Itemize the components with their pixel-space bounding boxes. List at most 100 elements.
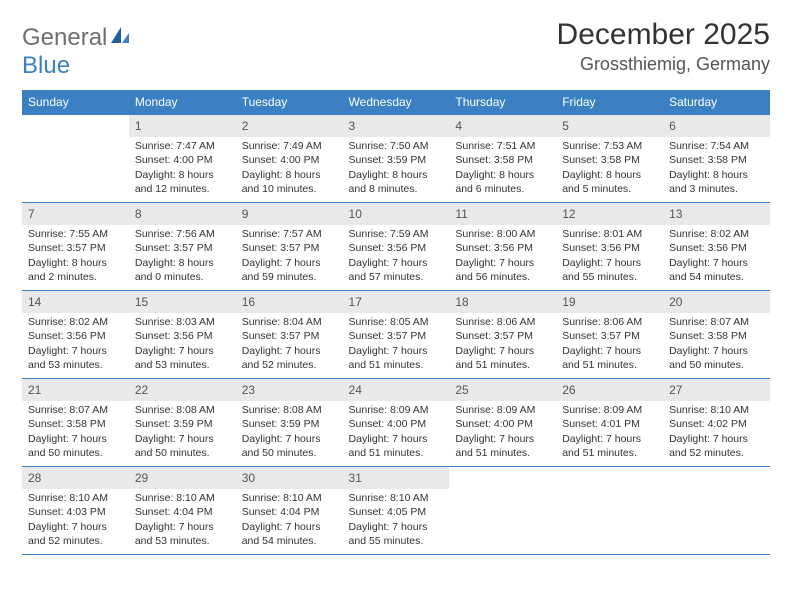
sunset-text: Sunset: 3:56 PM — [28, 329, 123, 343]
day-cell: 5Sunrise: 7:53 AMSunset: 3:58 PMDaylight… — [556, 115, 663, 203]
day-content: Sunrise: 7:57 AMSunset: 3:57 PMDaylight:… — [236, 225, 343, 288]
sunrise-text: Sunrise: 7:54 AM — [669, 139, 764, 153]
sunrise-text: Sunrise: 8:08 AM — [135, 403, 230, 417]
sunrise-text: Sunrise: 8:05 AM — [349, 315, 444, 329]
daylight-text: Daylight: 7 hours and 55 minutes. — [562, 256, 657, 284]
sunset-text: Sunset: 3:56 PM — [455, 241, 550, 255]
sunset-text: Sunset: 3:57 PM — [28, 241, 123, 255]
day-cell: 24Sunrise: 8:09 AMSunset: 4:00 PMDayligh… — [343, 379, 450, 467]
day-cell: 31Sunrise: 8:10 AMSunset: 4:05 PMDayligh… — [343, 467, 450, 555]
sunrise-text: Sunrise: 8:10 AM — [135, 491, 230, 505]
logo-text: GeneralBlue — [22, 24, 131, 80]
sunset-text: Sunset: 3:56 PM — [135, 329, 230, 343]
sunset-text: Sunset: 4:04 PM — [242, 505, 337, 519]
sunset-text: Sunset: 3:59 PM — [135, 417, 230, 431]
day-number: 1 — [129, 115, 236, 137]
sunset-text: Sunset: 3:56 PM — [562, 241, 657, 255]
sunset-text: Sunset: 3:57 PM — [242, 241, 337, 255]
weekday-row: SundayMondayTuesdayWednesdayThursdayFrid… — [22, 90, 770, 115]
day-number: 25 — [449, 379, 556, 401]
sunrise-text: Sunrise: 8:06 AM — [562, 315, 657, 329]
daylight-text: Daylight: 7 hours and 50 minutes. — [135, 432, 230, 460]
day-content: Sunrise: 8:08 AMSunset: 3:59 PMDaylight:… — [129, 401, 236, 464]
day-number: 30 — [236, 467, 343, 489]
daylight-text: Daylight: 7 hours and 51 minutes. — [562, 344, 657, 372]
sunrise-text: Sunrise: 8:09 AM — [349, 403, 444, 417]
sunset-text: Sunset: 4:00 PM — [455, 417, 550, 431]
day-content: Sunrise: 8:07 AMSunset: 3:58 PMDaylight:… — [663, 313, 770, 376]
daylight-text: Daylight: 7 hours and 54 minutes. — [242, 520, 337, 548]
day-content: Sunrise: 8:10 AMSunset: 4:04 PMDaylight:… — [129, 489, 236, 552]
sunrise-text: Sunrise: 8:01 AM — [562, 227, 657, 241]
day-content: Sunrise: 7:49 AMSunset: 4:00 PMDaylight:… — [236, 137, 343, 200]
daylight-text: Daylight: 7 hours and 51 minutes. — [349, 344, 444, 372]
calendar-body: 1Sunrise: 7:47 AMSunset: 4:00 PMDaylight… — [22, 115, 770, 555]
day-cell: 2Sunrise: 7:49 AMSunset: 4:00 PMDaylight… — [236, 115, 343, 203]
day-cell: 29Sunrise: 8:10 AMSunset: 4:04 PMDayligh… — [129, 467, 236, 555]
day-cell — [663, 467, 770, 555]
header: GeneralBlue December 2025 Grossthiemig, … — [22, 18, 770, 80]
daylight-text: Daylight: 7 hours and 54 minutes. — [669, 256, 764, 284]
sunset-text: Sunset: 3:57 PM — [455, 329, 550, 343]
sunset-text: Sunset: 3:58 PM — [28, 417, 123, 431]
sail-icon — [109, 24, 131, 52]
day-content: Sunrise: 8:10 AMSunset: 4:03 PMDaylight:… — [22, 489, 129, 552]
logo-text-gray: General — [22, 24, 107, 51]
location: Grossthiemig, Germany — [557, 54, 770, 75]
daylight-text: Daylight: 8 hours and 0 minutes. — [135, 256, 230, 284]
daylight-text: Daylight: 7 hours and 51 minutes. — [455, 432, 550, 460]
day-number: 9 — [236, 203, 343, 225]
day-number: 11 — [449, 203, 556, 225]
sunrise-text: Sunrise: 8:10 AM — [28, 491, 123, 505]
day-content: Sunrise: 7:59 AMSunset: 3:56 PMDaylight:… — [343, 225, 450, 288]
day-cell: 30Sunrise: 8:10 AMSunset: 4:04 PMDayligh… — [236, 467, 343, 555]
day-cell: 16Sunrise: 8:04 AMSunset: 3:57 PMDayligh… — [236, 291, 343, 379]
day-number: 6 — [663, 115, 770, 137]
week-row: 28Sunrise: 8:10 AMSunset: 4:03 PMDayligh… — [22, 467, 770, 555]
sunrise-text: Sunrise: 7:53 AM — [562, 139, 657, 153]
day-content: Sunrise: 8:06 AMSunset: 3:57 PMDaylight:… — [556, 313, 663, 376]
day-cell: 3Sunrise: 7:50 AMSunset: 3:59 PMDaylight… — [343, 115, 450, 203]
weekday-header: Sunday — [22, 90, 129, 115]
day-number: 26 — [556, 379, 663, 401]
month-title: December 2025 — [557, 18, 770, 52]
daylight-text: Daylight: 7 hours and 50 minutes. — [28, 432, 123, 460]
sunset-text: Sunset: 3:57 PM — [349, 329, 444, 343]
day-cell: 23Sunrise: 8:08 AMSunset: 3:59 PMDayligh… — [236, 379, 343, 467]
day-cell — [449, 467, 556, 555]
day-cell: 6Sunrise: 7:54 AMSunset: 3:58 PMDaylight… — [663, 115, 770, 203]
sunrise-text: Sunrise: 8:10 AM — [242, 491, 337, 505]
daylight-text: Daylight: 7 hours and 50 minutes. — [242, 432, 337, 460]
day-cell: 28Sunrise: 8:10 AMSunset: 4:03 PMDayligh… — [22, 467, 129, 555]
sunrise-text: Sunrise: 7:55 AM — [28, 227, 123, 241]
day-content: Sunrise: 7:51 AMSunset: 3:58 PMDaylight:… — [449, 137, 556, 200]
sunset-text: Sunset: 3:58 PM — [455, 153, 550, 167]
sunrise-text: Sunrise: 8:03 AM — [135, 315, 230, 329]
day-content — [22, 137, 129, 143]
day-cell: 17Sunrise: 8:05 AMSunset: 3:57 PMDayligh… — [343, 291, 450, 379]
day-cell: 26Sunrise: 8:09 AMSunset: 4:01 PMDayligh… — [556, 379, 663, 467]
day-content — [449, 489, 556, 495]
calendar-head: SundayMondayTuesdayWednesdayThursdayFrid… — [22, 90, 770, 115]
day-number: 22 — [129, 379, 236, 401]
day-content: Sunrise: 8:00 AMSunset: 3:56 PMDaylight:… — [449, 225, 556, 288]
sunrise-text: Sunrise: 7:50 AM — [349, 139, 444, 153]
daylight-text: Daylight: 7 hours and 57 minutes. — [349, 256, 444, 284]
weekday-header: Tuesday — [236, 90, 343, 115]
weekday-header: Saturday — [663, 90, 770, 115]
day-content: Sunrise: 8:10 AMSunset: 4:04 PMDaylight:… — [236, 489, 343, 552]
logo-text-blue: Blue — [22, 52, 70, 79]
day-content: Sunrise: 8:08 AMSunset: 3:59 PMDaylight:… — [236, 401, 343, 464]
day-number: 2 — [236, 115, 343, 137]
daylight-text: Daylight: 7 hours and 52 minutes. — [669, 432, 764, 460]
day-cell: 18Sunrise: 8:06 AMSunset: 3:57 PMDayligh… — [449, 291, 556, 379]
daylight-text: Daylight: 8 hours and 12 minutes. — [135, 168, 230, 196]
week-row: 21Sunrise: 8:07 AMSunset: 3:58 PMDayligh… — [22, 379, 770, 467]
day-number: 29 — [129, 467, 236, 489]
daylight-text: Daylight: 7 hours and 53 minutes. — [135, 520, 230, 548]
sunset-text: Sunset: 3:57 PM — [562, 329, 657, 343]
day-cell: 21Sunrise: 8:07 AMSunset: 3:58 PMDayligh… — [22, 379, 129, 467]
day-number: 16 — [236, 291, 343, 313]
sunset-text: Sunset: 3:58 PM — [669, 329, 764, 343]
day-number: 27 — [663, 379, 770, 401]
